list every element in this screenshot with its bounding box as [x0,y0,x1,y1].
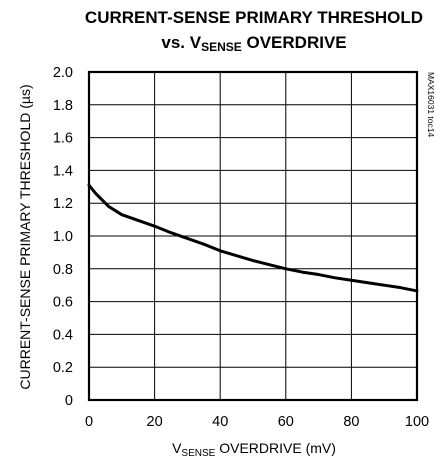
y-tick-label-0: 0 [65,393,73,409]
x-tick-label-4: 80 [343,414,359,430]
y-tick-label-4: 0.8 [53,262,73,278]
grid-lines [88,71,418,401]
y-tick-label-2: 0.4 [53,327,73,343]
x-tick-labels: 0 20 40 60 80 100 [85,414,429,430]
x-tick-label-2: 40 [212,414,228,430]
x-axis-label: VSENSE OVERDRIVE (mV) [172,440,336,459]
side-note: MAX16031 toc14 [426,72,436,137]
chart-title-line-1: CURRENT-SENSE PRIMARY THRESHOLD [85,8,423,27]
x-tick-label-5: 100 [405,414,429,430]
y-tick-label-1: 0.2 [53,360,73,376]
y-axis-label: CURRENT-SENSE PRIMARY THRESHOLD (µs) [17,84,33,389]
y-tick-label-3: 0.6 [53,295,73,311]
x-tick-label-1: 20 [147,414,163,430]
chart-title-line-2: vs. VSENSE OVERDRIVE [161,33,346,54]
series-line [87,183,419,293]
y-tick-labels: 0 0.2 0.4 0.6 0.8 1.0 1.2 1.4 1.6 1.8 2.0 [53,65,73,409]
x-tick-label-3: 60 [278,414,294,430]
plot-frame [87,70,419,402]
y-tick-label-9: 1.8 [53,98,73,114]
y-tick-label-10: 2.0 [53,65,73,81]
y-tick-label-5: 1.0 [53,229,73,245]
y-tick-label-8: 1.6 [53,131,73,147]
y-tick-label-6: 1.2 [53,196,73,212]
y-tick-label-7: 1.4 [53,163,73,179]
x-tick-label-0: 0 [85,414,93,430]
